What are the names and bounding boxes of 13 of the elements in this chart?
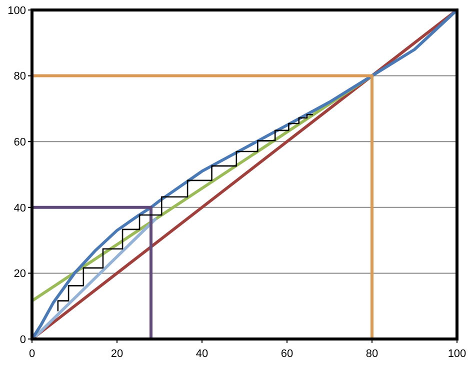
line-series bbox=[57, 114, 314, 312]
y-tick-label: 60 bbox=[14, 136, 26, 148]
y-tick-label: 0 bbox=[20, 334, 26, 346]
y-tick-label: 40 bbox=[14, 202, 26, 214]
x-tick-label: 80 bbox=[366, 348, 378, 360]
y-tick-label: 80 bbox=[14, 70, 26, 83]
x-tick-label: 100 bbox=[448, 348, 466, 360]
y-tick-label: 20 bbox=[14, 268, 26, 280]
x-tick-label: 0 bbox=[28, 348, 36, 360]
x-tick-label: 60 bbox=[280, 348, 294, 360]
x-tick-label: 20 bbox=[110, 348, 124, 360]
x-tick-label: 40 bbox=[196, 348, 208, 360]
y-tick-label: 100 bbox=[8, 4, 26, 17]
